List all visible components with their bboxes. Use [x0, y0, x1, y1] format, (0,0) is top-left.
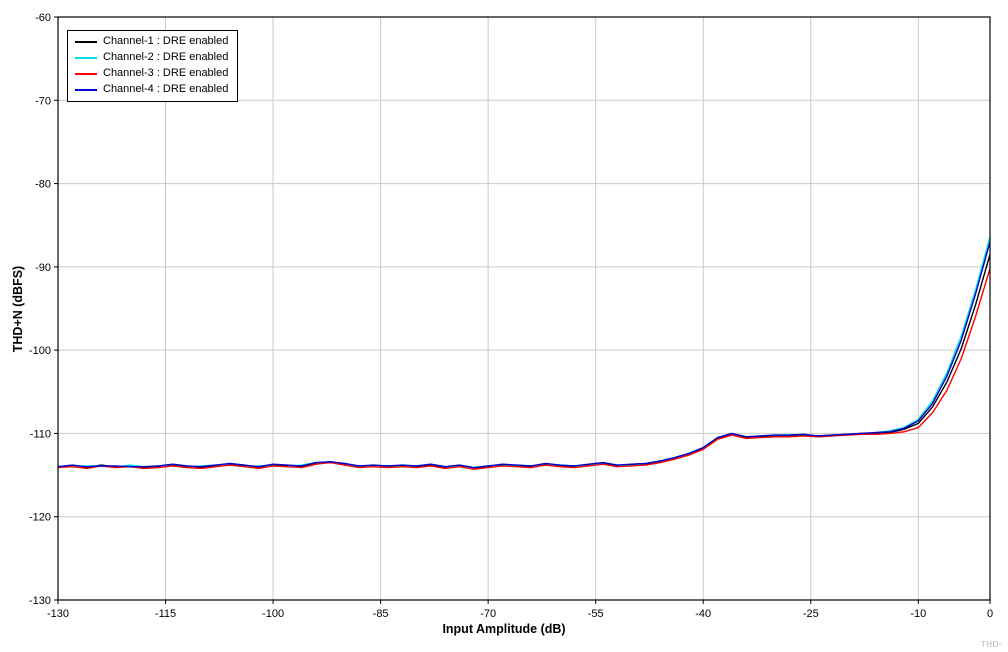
- y-axis-label: THD+N (dBFS): [11, 265, 25, 353]
- y-tick-label: -80: [35, 179, 51, 191]
- watermark-text: THD-: [980, 640, 1002, 649]
- legend-line-swatch: [75, 88, 97, 91]
- x-axis-label: Input Amplitude (dB): [442, 622, 566, 636]
- x-tick-label: -25: [803, 608, 819, 620]
- legend-entry: Channel-1 : DRE enabled: [75, 34, 228, 49]
- y-tick-label: -110: [30, 428, 51, 440]
- legend-label: Channel-2 : DRE enabled: [103, 51, 229, 63]
- legend-line-swatch: [75, 56, 97, 59]
- x-tick-label: -130: [47, 608, 69, 620]
- legend-label: Channel-3 : DRE enabled: [103, 67, 229, 79]
- y-tick-label: -60: [35, 12, 51, 24]
- legend: Channel-1 : DRE enabled Channel-2 : DRE e…: [67, 30, 239, 102]
- y-tick-label: -120: [29, 512, 51, 524]
- legend-line-swatch: [75, 40, 97, 43]
- series-line-channel-4: [57, 241, 991, 469]
- y-tick-label: -130: [29, 595, 51, 607]
- x-tick-label: -115: [155, 608, 176, 620]
- legend-label: Channel-4 : DRE enabled: [103, 83, 229, 95]
- x-tick-label: -100: [262, 608, 284, 620]
- series-line-channel-1: [57, 254, 991, 470]
- y-tick-label: -100: [29, 345, 51, 357]
- y-tick-label: -90: [35, 262, 51, 274]
- legend-entry: Channel-3 : DRE enabled: [75, 66, 228, 81]
- series-line-channel-3: [57, 268, 991, 470]
- y-tick-label: -70: [35, 95, 51, 107]
- x-tick-label: -55: [588, 608, 604, 620]
- x-tick-label: -70: [480, 608, 496, 620]
- x-tick-label: -40: [695, 608, 711, 620]
- x-tick-label: -85: [373, 608, 389, 620]
- plot-border: [57, 16, 991, 601]
- x-tick-label: -10: [910, 608, 926, 620]
- legend-line-swatch: [75, 72, 97, 75]
- legend-entry: Channel-4 : DRE enabled: [75, 82, 228, 97]
- legend-entry: Channel-2 : DRE enabled: [75, 50, 228, 65]
- x-tick-label: 0: [987, 608, 993, 620]
- legend-label: Channel-1 : DRE enabled: [103, 35, 229, 47]
